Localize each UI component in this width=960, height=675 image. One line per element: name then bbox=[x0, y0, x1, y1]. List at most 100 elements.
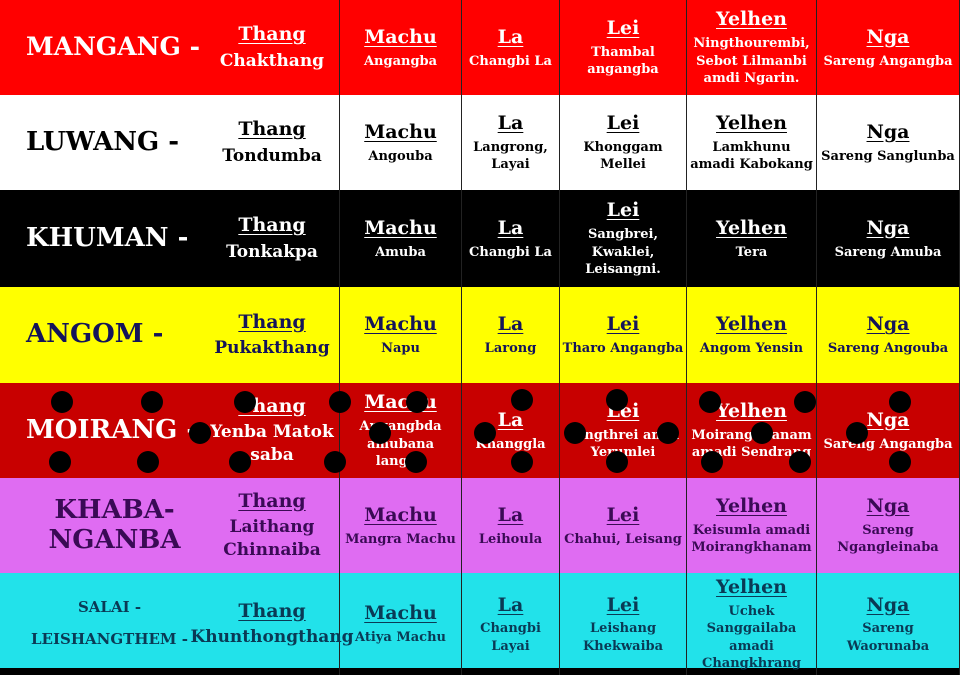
cell-lei: Lei Khonggam Mellei bbox=[560, 95, 687, 190]
value-nga: Sareng Waorunaba bbox=[846, 621, 930, 654]
cell-yelhen: Yelhen Tera bbox=[687, 190, 817, 287]
dot-decoration bbox=[329, 391, 351, 413]
cell-thang: Thang Khunthongthang bbox=[190, 573, 354, 675]
value-la: Changbi La bbox=[469, 53, 552, 69]
dot-decoration bbox=[369, 422, 391, 444]
header-yelhen: Yelhen bbox=[716, 576, 787, 598]
value-thang: Khunthongthang bbox=[190, 627, 354, 648]
value-machu: Atiya Machu bbox=[355, 629, 446, 645]
header-yelhen: Yelhen bbox=[716, 313, 787, 336]
value-machu: Angouba bbox=[368, 148, 433, 164]
cell-thang: Thang Chakthang bbox=[205, 0, 340, 95]
header-lei: Lei bbox=[606, 593, 640, 616]
header-nga: Nga bbox=[866, 408, 910, 431]
value-lei: Leishang Khekwaiba bbox=[582, 621, 664, 654]
clan-row: SALAI - LEISHANGTHEM - Thang Khunthongthan… bbox=[0, 573, 960, 675]
cell-thang: Thang Tondumba bbox=[205, 95, 340, 190]
cell-nga: Nga Sareng Waorunaba bbox=[817, 573, 960, 675]
clan-name: KHABA- NGANBA bbox=[48, 494, 181, 555]
dot-decoration bbox=[511, 389, 533, 411]
dot-decoration bbox=[49, 451, 71, 473]
header-nga: Nga bbox=[866, 593, 910, 616]
header-nga: Nga bbox=[866, 313, 910, 336]
cell-machu: Machu Napu bbox=[340, 287, 462, 383]
dot-decoration bbox=[846, 422, 868, 444]
cell-la: La Larong bbox=[462, 287, 560, 383]
clan-name: ANGOM - bbox=[26, 319, 164, 350]
cell-la: La Langrong, Layai bbox=[462, 95, 560, 190]
value-machu: Angangba bbox=[363, 53, 438, 69]
value-la: Changbi La bbox=[469, 244, 552, 260]
value-nga: Sareng Angouba bbox=[827, 341, 949, 357]
clan-name: KHUMAN - bbox=[26, 222, 189, 253]
cell-lei: Lei Leishang Khekwaiba bbox=[560, 573, 687, 675]
dot-decoration bbox=[701, 451, 723, 473]
header-machu: Machu bbox=[364, 25, 437, 48]
dot-decoration bbox=[511, 451, 533, 473]
value-machu: Mangra Machu bbox=[345, 531, 456, 547]
header-yelhen: Yelhen bbox=[716, 112, 787, 135]
clan-name: LUWANG - bbox=[26, 126, 180, 157]
header-machu: Machu bbox=[364, 120, 437, 143]
dot-decoration bbox=[406, 391, 428, 413]
cell-la: La Changbi Layai bbox=[462, 573, 560, 675]
value-yelhen: Angom Yensin bbox=[699, 341, 804, 357]
cell-machu: Machu Angangba bbox=[340, 0, 462, 95]
dot-decoration bbox=[794, 391, 816, 413]
dot-decoration bbox=[789, 451, 811, 473]
value-yelhen: Tera bbox=[735, 244, 768, 260]
cell-thang: Thang Yenba Matok saba bbox=[205, 383, 340, 478]
cell-thang: Thang Laithang Chinnaiba bbox=[205, 478, 340, 573]
value-lei: Thambal angangba bbox=[587, 44, 659, 78]
cell-yelhen: Yelhen Keisumla amadi Moirangkhanam bbox=[687, 478, 817, 573]
value-machu: Angangbda amubana langba bbox=[359, 419, 442, 470]
value-yelhen: Ningthourembi, Sebot Lilmanbi amdi Ngari… bbox=[693, 36, 810, 87]
cell-la: La Leihoula bbox=[462, 478, 560, 573]
dot-decoration bbox=[229, 451, 251, 473]
dot-decoration bbox=[751, 422, 773, 444]
clan-row: KHABA- NGANBA Thang Laithang Chinnaiba Mach… bbox=[0, 478, 960, 573]
header-la: La bbox=[497, 25, 524, 48]
header-nga: Nga bbox=[866, 25, 910, 48]
clan-name: MANGANG - bbox=[26, 32, 200, 62]
value-nga: Sareng Amuba bbox=[834, 244, 942, 260]
header-thang: Thang bbox=[238, 118, 306, 141]
dot-decoration bbox=[474, 422, 496, 444]
clan-name: SALAI - LEISHANGTHEM - bbox=[31, 598, 188, 648]
clan-row: MANGANG - Thang Chakthang Machu Angangba La Ch… bbox=[0, 0, 960, 95]
header-la: La bbox=[497, 503, 524, 526]
header-yelhen: Yelhen bbox=[716, 8, 787, 31]
header-lei: Lei bbox=[606, 199, 640, 222]
header-lei: Lei bbox=[606, 17, 640, 40]
value-la: Larong bbox=[484, 341, 537, 357]
header-nga: Nga bbox=[866, 495, 910, 518]
header-la: La bbox=[497, 216, 524, 239]
dot-decoration bbox=[606, 389, 628, 411]
value-yelhen: Keisumla amadi Moirangkhanam bbox=[691, 522, 812, 556]
header-la: La bbox=[497, 408, 524, 431]
dot-decoration bbox=[699, 391, 721, 413]
header-thang: Thang bbox=[238, 214, 306, 237]
value-yelhen: Lamkhunu amadi Kabokang bbox=[690, 139, 813, 173]
cell-thang: Thang Tonkakpa bbox=[205, 190, 340, 287]
cell-la: La Changbi La bbox=[462, 190, 560, 287]
value-yelhen: Uchek Sanggailaba amadi Changkhrang bbox=[701, 603, 802, 672]
header-thang: Thang bbox=[238, 599, 306, 622]
dot-decoration bbox=[324, 451, 346, 473]
value-lei: Tharo Angangba bbox=[562, 341, 684, 357]
header-la: La bbox=[497, 313, 524, 336]
cell-lei: Lei Sangbrei, Kwaklei, Leisangni. bbox=[560, 190, 687, 287]
value-thang: Laithang Chinnaiba bbox=[223, 517, 321, 561]
value-la: Changbi Layai bbox=[480, 621, 541, 654]
cell-la: La Changbi La bbox=[462, 0, 560, 95]
value-lei: Khonggam Mellei bbox=[583, 139, 663, 173]
value-machu: Amuba bbox=[375, 244, 426, 260]
value-nga: Sareng Ngangleinaba bbox=[837, 522, 939, 556]
clan-row: KHUMAN - Thang Tonkakpa Machu Amuba La Changbi… bbox=[0, 190, 960, 287]
value-lei: Sangbrei, Kwaklei, Leisangni. bbox=[585, 227, 661, 278]
header-yelhen: Yelhen bbox=[716, 400, 787, 423]
header-thang: Thang bbox=[238, 489, 306, 512]
dot-decoration bbox=[889, 451, 911, 473]
dot-decoration bbox=[51, 391, 73, 413]
